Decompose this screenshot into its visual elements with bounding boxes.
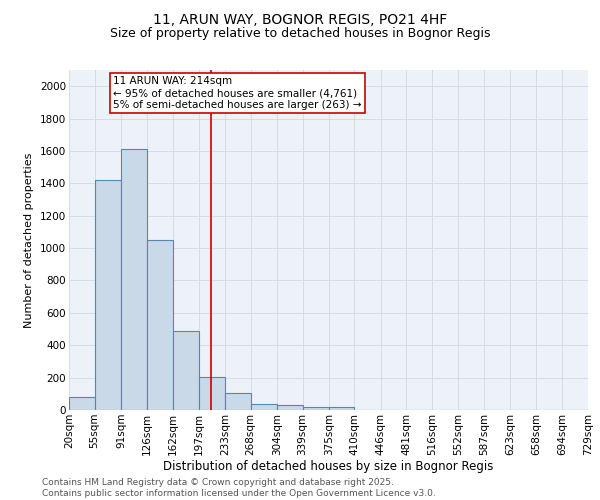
Bar: [251, 404, 277, 410]
Text: 11, ARUN WAY, BOGNOR REGIS, PO21 4HF: 11, ARUN WAY, BOGNOR REGIS, PO21 4HF: [153, 12, 447, 26]
X-axis label: Distribution of detached houses by size in Bognor Regis: Distribution of detached houses by size …: [163, 460, 494, 473]
Bar: [329, 407, 355, 410]
Bar: [225, 393, 251, 410]
Bar: [277, 405, 302, 410]
Text: Contains HM Land Registry data © Crown copyright and database right 2025.
Contai: Contains HM Land Registry data © Crown c…: [42, 478, 436, 498]
Bar: [199, 377, 225, 410]
Bar: [121, 150, 146, 410]
Bar: [173, 330, 199, 410]
Bar: [95, 180, 121, 410]
Bar: [69, 397, 95, 410]
Y-axis label: Number of detached properties: Number of detached properties: [25, 152, 34, 328]
Text: Size of property relative to detached houses in Bognor Regis: Size of property relative to detached ho…: [110, 28, 490, 40]
Text: 11 ARUN WAY: 214sqm
← 95% of detached houses are smaller (4,761)
5% of semi-deta: 11 ARUN WAY: 214sqm ← 95% of detached ho…: [113, 76, 361, 110]
Bar: [146, 240, 173, 410]
Bar: [302, 407, 329, 410]
